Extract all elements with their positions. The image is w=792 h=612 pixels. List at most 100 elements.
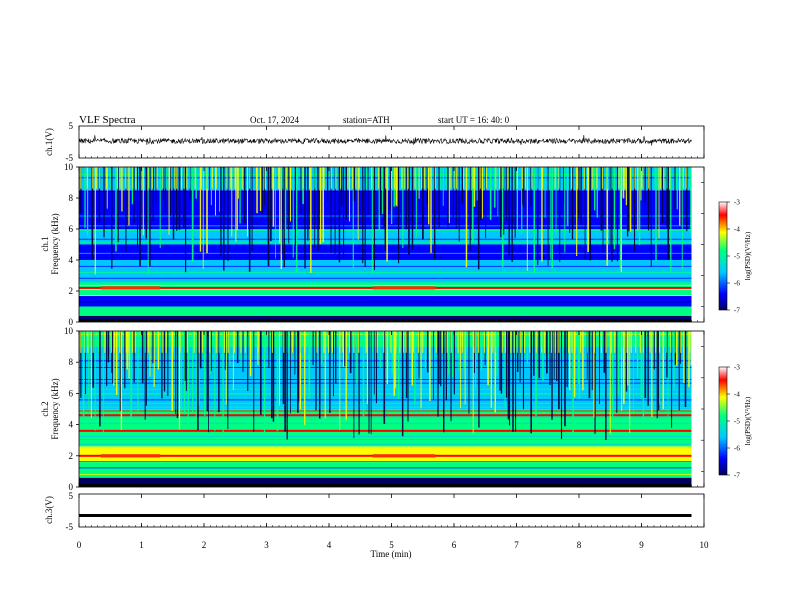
spheric-line [80, 167, 82, 214]
spheric-line [130, 331, 133, 424]
spheric-line [447, 331, 450, 375]
haze-line [536, 167, 539, 189]
spheric-line [460, 331, 461, 409]
spheric-line [657, 331, 660, 411]
spectral-line [79, 261, 692, 263]
spheric-line [149, 331, 151, 377]
haze-line [264, 167, 266, 189]
haze-line [365, 167, 367, 189]
spheric-line [329, 331, 331, 413]
spheric-line [326, 167, 329, 201]
haze-line [499, 167, 501, 189]
haze-line [688, 331, 691, 353]
spheric-line [593, 331, 595, 418]
spectral-line [79, 360, 692, 362]
spectral-line [79, 306, 692, 308]
spheric-line [236, 331, 239, 364]
spheric-line [686, 167, 688, 232]
spheric-line [256, 167, 258, 214]
haze-line [580, 331, 582, 353]
ch1-waveform-trace-group [79, 134, 692, 146]
haze-line [105, 167, 108, 189]
haze-line [281, 167, 283, 189]
spheric-line [580, 167, 582, 225]
spheric-line [397, 331, 400, 400]
haze-line [402, 331, 405, 353]
spheric-line [214, 331, 216, 432]
spheric-line [481, 167, 483, 219]
spheric-line [424, 331, 427, 369]
haze-line [304, 331, 306, 353]
spheric-line [564, 331, 566, 427]
haze-line [142, 167, 144, 189]
haze-line [466, 331, 468, 353]
spheric-line [379, 167, 381, 216]
haze-line [529, 331, 531, 353]
haze-line [547, 331, 550, 353]
spheric-line [333, 331, 334, 397]
figure-title: VLF Spectra [79, 114, 136, 126]
spheric-line [191, 167, 194, 263]
spheric-line [393, 331, 396, 396]
spheric-line [433, 331, 434, 401]
spheric-line [235, 167, 237, 242]
haze-line [614, 331, 616, 353]
spheric-line [569, 331, 571, 391]
spheric-line [683, 331, 685, 384]
haze-line [371, 167, 373, 189]
spheric-line [609, 331, 611, 435]
haze-line [502, 167, 504, 189]
intense-segment [100, 286, 161, 290]
spheric-line [304, 331, 306, 425]
haze-line [688, 167, 690, 189]
haze-line [314, 167, 316, 189]
haze-line [256, 167, 258, 189]
spheric-line [508, 167, 510, 256]
spheric-line [688, 331, 690, 388]
haze-line [535, 331, 537, 353]
haze-line [223, 331, 226, 353]
spheric-line [117, 167, 119, 243]
spheric-line [408, 167, 410, 255]
spheric-line [690, 331, 692, 365]
haze-line [495, 331, 497, 353]
spheric-line [202, 167, 204, 269]
xtick-label: 9 [639, 540, 644, 550]
colorbar-tick-label: -4 [734, 226, 740, 234]
ytick-label: 6 [69, 388, 74, 398]
spheric-line [157, 331, 160, 370]
haze-line [457, 331, 459, 353]
haze-line [600, 331, 602, 353]
spheric-line [511, 167, 513, 262]
haze-line [669, 167, 671, 189]
spheric-line [530, 167, 532, 207]
colorbar-tick-label: -3 [734, 199, 740, 207]
spheric-line [366, 331, 368, 405]
spheric-line [204, 331, 206, 416]
spheric-line [596, 167, 598, 218]
spheric-line [139, 167, 141, 267]
spheric-line [556, 331, 558, 382]
haze-line [353, 331, 355, 353]
haze-line [132, 167, 134, 189]
haze-line [84, 331, 86, 353]
haze-line [473, 331, 475, 353]
spheric-line [94, 167, 96, 275]
spheric-line [530, 331, 532, 434]
spheric-line [192, 331, 194, 414]
spheric-line [111, 167, 113, 269]
haze-line [95, 167, 98, 189]
spheric-line [493, 167, 496, 208]
haze-line [92, 331, 94, 353]
haze-line [365, 331, 367, 353]
spheric-line [584, 167, 586, 260]
xtick-label: 5 [389, 540, 394, 550]
spheric-line [253, 331, 255, 432]
spheric-line [658, 167, 660, 239]
haze-line [663, 167, 665, 189]
spheric-line [178, 167, 181, 230]
spheric-line [370, 331, 372, 435]
spheric-line [480, 331, 483, 371]
spheric-line [679, 167, 681, 226]
spheric-line [187, 331, 189, 427]
